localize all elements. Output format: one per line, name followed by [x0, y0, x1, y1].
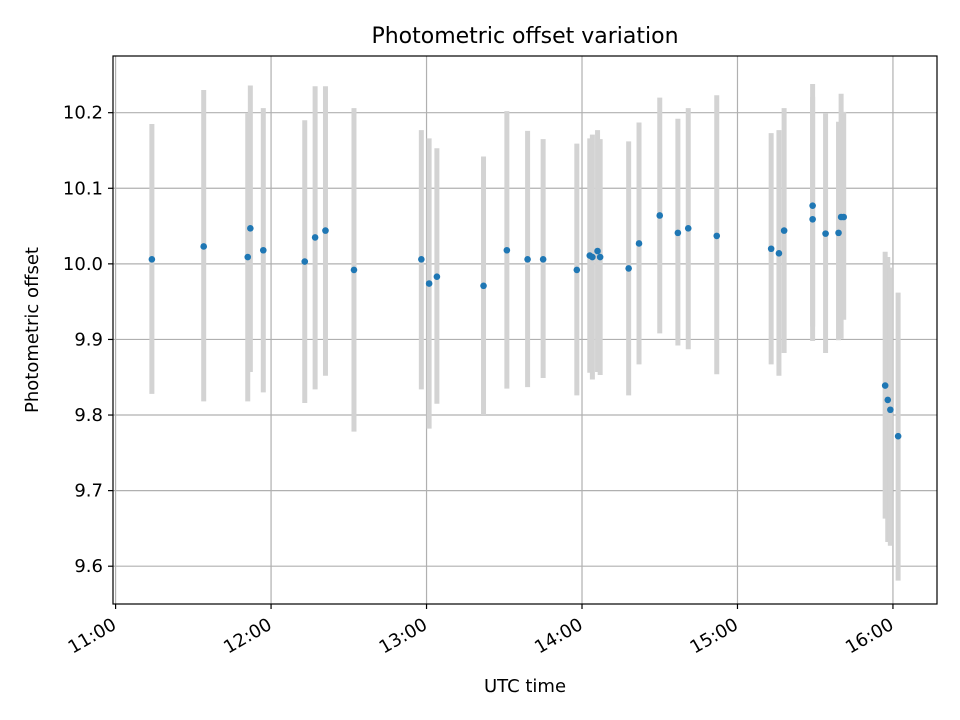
- data-point: [503, 246, 511, 254]
- data-point: [656, 212, 664, 219]
- data-point: [259, 246, 267, 254]
- data-point: [822, 230, 829, 237]
- data-point: [884, 396, 892, 404]
- y-tick-label: 9.9: [74, 329, 103, 350]
- data-point: [840, 213, 848, 221]
- data-point: [713, 232, 721, 240]
- data-point: [596, 253, 604, 261]
- y-axis-label: Photometric offset: [22, 247, 43, 413]
- y-tick-label: 10.0: [63, 254, 103, 275]
- y-axis-ticks: 9.6 9.7 9.8 9.9 10.0 10.1 10.2: [63, 103, 113, 577]
- y-tick-label: 9.7: [74, 481, 103, 502]
- data-point: [524, 256, 531, 263]
- data-point: [625, 265, 632, 272]
- data-point: [809, 202, 816, 209]
- data-point: [148, 256, 156, 263]
- data-point: [480, 282, 487, 290]
- data-point: [775, 249, 783, 257]
- data-point: [684, 225, 692, 232]
- data-point: [674, 229, 682, 237]
- data-point: [350, 266, 358, 274]
- data-point: [767, 245, 775, 253]
- data-point: [301, 258, 309, 265]
- data-point: [594, 247, 601, 255]
- data-point: [835, 229, 842, 237]
- y-tick-label: 9.8: [74, 405, 103, 426]
- data-point: [418, 256, 425, 263]
- data-point: [589, 253, 596, 261]
- y-tick-label: 9.6: [74, 556, 103, 577]
- data-point: [311, 234, 319, 241]
- data-point: [244, 253, 252, 261]
- data-point: [539, 256, 547, 263]
- data-point: [200, 243, 207, 250]
- data-point: [573, 266, 581, 274]
- y-tick-label: 10.1: [63, 178, 103, 199]
- data-point: [894, 432, 902, 440]
- y-tick-label: 10.2: [63, 103, 103, 124]
- data-point: [635, 240, 643, 247]
- data-point: [322, 227, 329, 234]
- data-point: [780, 227, 788, 234]
- data-point: [881, 382, 889, 389]
- plot-frame: [112, 55, 938, 605]
- data-points: [148, 202, 902, 440]
- data-point: [887, 406, 894, 414]
- data-point: [425, 280, 433, 287]
- chart-title: Photometric offset variation: [371, 24, 678, 49]
- x-axis-label: UTC time: [484, 676, 566, 697]
- data-point: [433, 273, 441, 281]
- data-point: [809, 215, 816, 223]
- data-point: [247, 225, 254, 232]
